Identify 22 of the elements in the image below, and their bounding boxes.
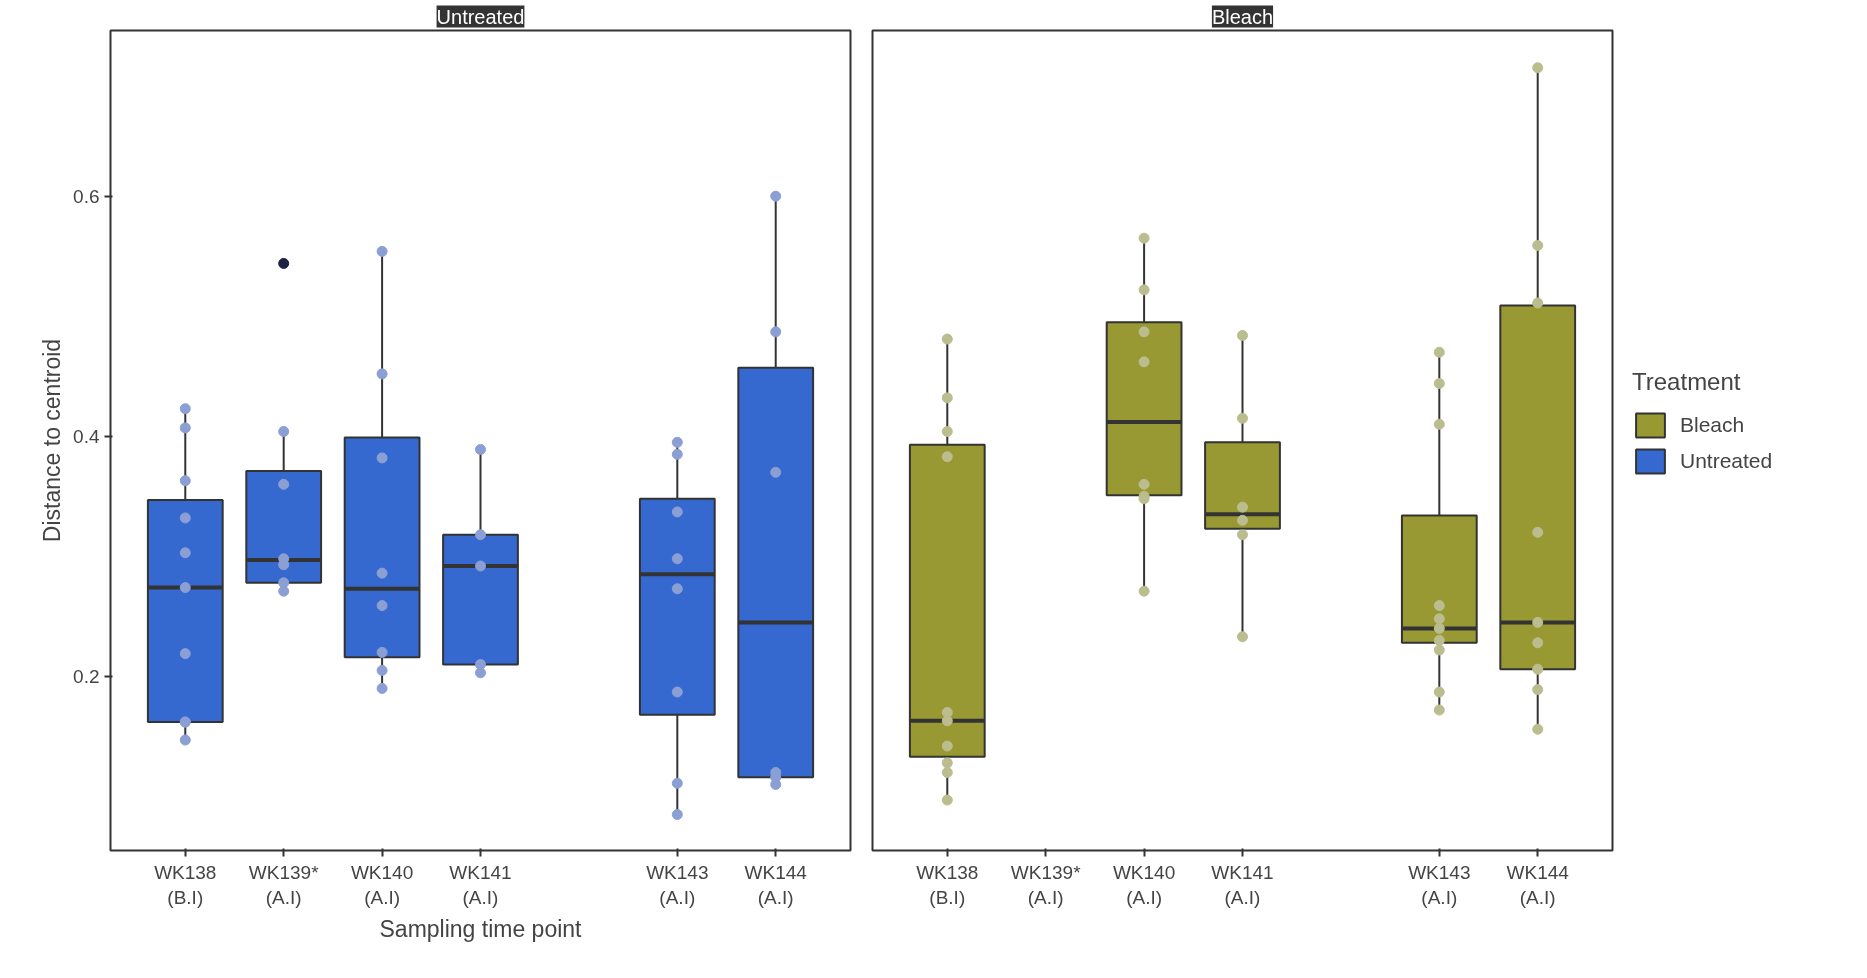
x-tick-label: WK144 (A.I) [744,861,808,908]
y-axis-title: Distance to centroid [39,338,66,543]
x-tick-label: WK139* (A.I) [1010,861,1082,908]
x-axis-title: Sampling time point [379,915,583,942]
x-tick-label: WK144 (A.I) [1506,861,1570,908]
x-tick-label: WK143 (A.I) [646,861,709,908]
x-tick-label: WK140 (A.I) [350,861,414,908]
x-tick-label: WK138 (B.I) [916,861,979,908]
legend-label: Untreated [1680,449,1773,474]
legend-title: Treatment [1632,368,1742,397]
x-tick-label: WK140 (A.I) [1112,861,1176,908]
x-tick-label: WK143 (A.I) [1408,861,1471,908]
y-tick-label: 0.6 [73,185,100,207]
chart-title: Bleach [1211,5,1274,28]
x-tick-label: WK139* (A.I) [248,861,320,908]
y-tick-label: 0.2 [73,665,100,687]
legend-label: Bleach [1680,413,1745,438]
x-tick-label: WK138 (B.I) [154,861,217,908]
y-tick-label: 0.4 [73,425,100,447]
x-tick-label: WK141 (A.I) [449,861,512,908]
x-tick-label: WK141 (A.I) [1211,861,1274,908]
chart-title: Untreated [436,5,525,28]
